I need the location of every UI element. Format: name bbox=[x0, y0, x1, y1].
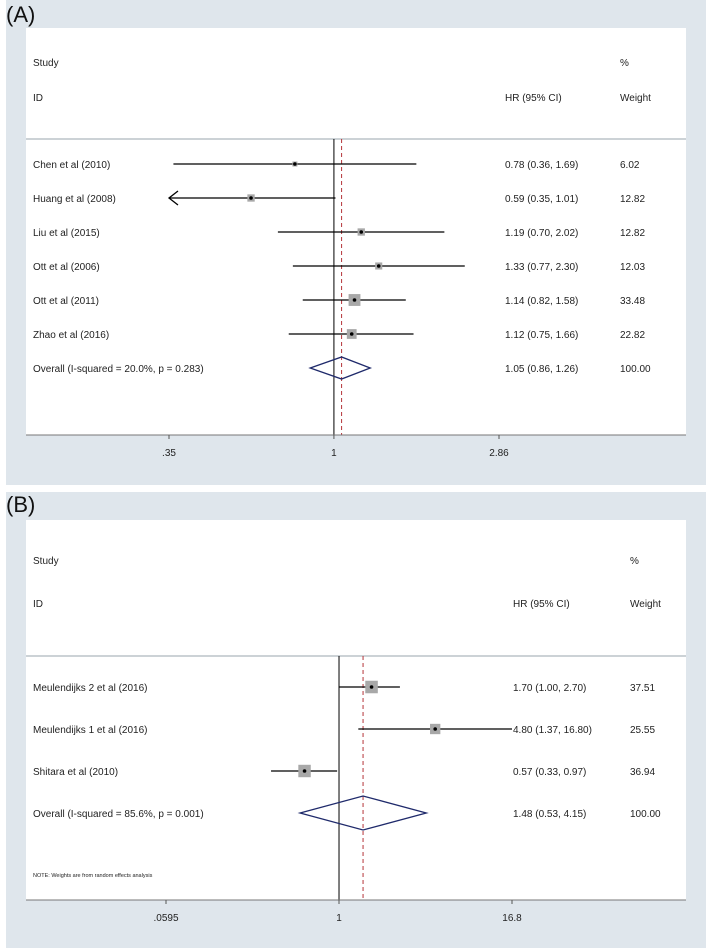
random-effects-note: NOTE: Weights are from random effects an… bbox=[33, 873, 153, 879]
study-weight: 12.03 bbox=[620, 262, 645, 273]
study-label: Huang et al (2008) bbox=[33, 194, 116, 205]
plot-region bbox=[26, 520, 686, 900]
study-label: Meulendijks 1 et al (2016) bbox=[33, 725, 148, 736]
header-percent: % bbox=[630, 556, 639, 567]
ci-arrow-left bbox=[167, 190, 179, 206]
study-label: Shitara et al (2010) bbox=[33, 767, 118, 778]
panel-b-label: (B) bbox=[6, 492, 36, 517]
overall-weight: 100.00 bbox=[620, 364, 651, 375]
study-weight: 33.48 bbox=[620, 296, 645, 307]
study-hr-ci: 1.33 (0.77, 2.30) bbox=[505, 262, 578, 273]
header-weight: Weight bbox=[620, 93, 651, 104]
point-estimate bbox=[352, 298, 357, 302]
study-weight: 36.94 bbox=[630, 767, 655, 778]
header-weight: Weight bbox=[630, 599, 661, 610]
study-hr-ci: 1.12 (0.75, 1.66) bbox=[505, 330, 578, 341]
overall-hr-ci: 1.48 (0.53, 4.15) bbox=[513, 809, 586, 820]
panel-a-label: (A) bbox=[6, 2, 36, 27]
point-estimate bbox=[249, 196, 253, 200]
header-hr-ci: HR (95% CI) bbox=[505, 93, 562, 104]
study-label: Meulendijks 2 et al (2016) bbox=[33, 683, 148, 694]
study-weight: 12.82 bbox=[620, 228, 645, 239]
forest-plot-b: Study ID HR (95% CI)% Weight Meulendijks 2 e… bbox=[26, 520, 686, 924]
study-label: Chen et al (2010) bbox=[33, 160, 110, 171]
overall-hr-ci: 1.05 (0.86, 1.26) bbox=[505, 364, 578, 375]
study-label: Ott et al (2006) bbox=[33, 262, 100, 273]
study-label: Zhao et al (2016) bbox=[33, 330, 109, 341]
point-estimate bbox=[293, 162, 297, 166]
overall-label: Overall (I-squared = 20.0%, p = 0.283) bbox=[33, 364, 204, 375]
x-tick-label: 2.86 bbox=[489, 448, 509, 459]
overall-diamond bbox=[297, 795, 429, 831]
x-tick-label: .35 bbox=[162, 448, 176, 459]
x-tick-label: 1 bbox=[336, 913, 342, 924]
header-study: Study bbox=[33, 556, 59, 567]
study-weight: 22.82 bbox=[620, 330, 645, 341]
point-estimate bbox=[359, 230, 364, 234]
study-label: Ott et al (2011) bbox=[33, 296, 99, 307]
study-weight: 37.51 bbox=[630, 683, 655, 694]
header-id: ID bbox=[33, 599, 43, 610]
study-hr-ci: 0.59 (0.35, 1.01) bbox=[505, 194, 578, 205]
point-estimate bbox=[369, 685, 374, 689]
study-weight: 12.82 bbox=[620, 194, 645, 205]
x-tick-label: .0595 bbox=[153, 913, 178, 924]
study-hr-ci: 1.19 (0.70, 2.02) bbox=[505, 228, 578, 239]
study-hr-ci: 1.70 (1.00, 2.70) bbox=[513, 683, 586, 694]
study-hr-ci: 0.78 (0.36, 1.69) bbox=[505, 160, 578, 171]
overall-weight: 100.00 bbox=[630, 809, 661, 820]
point-estimate bbox=[302, 769, 307, 773]
point-estimate bbox=[433, 727, 437, 731]
point-estimate bbox=[349, 332, 354, 336]
forest-plot-a: Study ID HR (95% CI)% Weight Chen et al (201… bbox=[26, 28, 686, 459]
header-hr-ci: HR (95% CI) bbox=[513, 599, 570, 610]
header-study: Study bbox=[33, 58, 59, 69]
study-weight: 6.02 bbox=[620, 160, 640, 171]
header-id: ID bbox=[33, 93, 43, 104]
study-weight: 25.55 bbox=[630, 725, 655, 736]
point-estimate bbox=[376, 264, 381, 268]
x-tick-label: 1 bbox=[331, 448, 337, 459]
study-hr-ci: 1.14 (0.82, 1.58) bbox=[505, 296, 578, 307]
header-percent: % bbox=[620, 58, 629, 69]
overall-label: Overall (I-squared = 85.6%, p = 0.001) bbox=[33, 809, 204, 820]
study-label: Liu et al (2015) bbox=[33, 228, 100, 239]
study-hr-ci: 4.80 (1.37, 16.80) bbox=[513, 725, 592, 736]
x-tick-label: 16.8 bbox=[502, 913, 522, 924]
study-hr-ci: 0.57 (0.33, 0.97) bbox=[513, 767, 586, 778]
overall-diamond bbox=[308, 356, 373, 380]
